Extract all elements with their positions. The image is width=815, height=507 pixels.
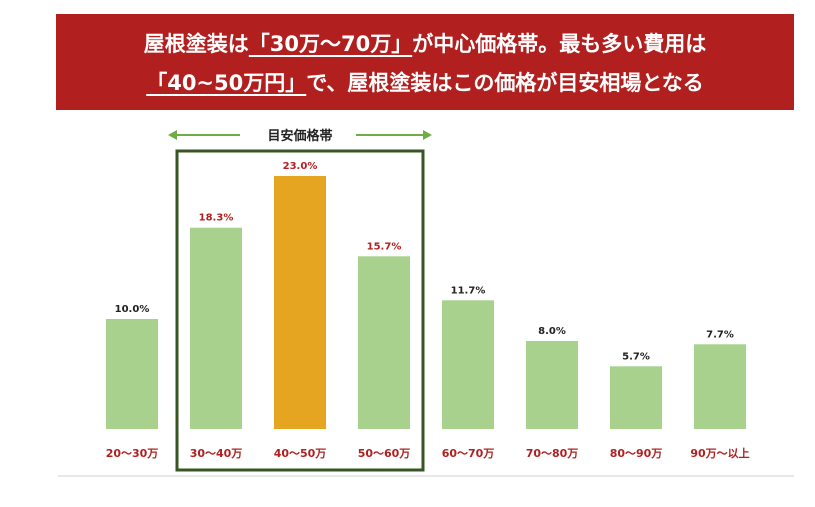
- data-label: 8.0%: [538, 326, 566, 337]
- bar: [610, 366, 662, 429]
- bar: [442, 300, 494, 429]
- headline-text: で、屋根塗装はこの価格が目安相場となる: [306, 71, 704, 95]
- bar: [274, 176, 326, 429]
- category-label: 50～60万: [358, 447, 411, 460]
- category-label: 90万～以上: [690, 446, 749, 460]
- bar: [526, 341, 578, 429]
- range-arrow-right-head: [423, 130, 432, 140]
- data-label: 11.7%: [451, 285, 486, 296]
- headline-text: 屋根塗装は: [143, 32, 249, 56]
- data-label: 23.0%: [283, 161, 318, 172]
- data-label: 5.7%: [622, 351, 650, 362]
- range-arrow-left-head: [168, 130, 177, 140]
- data-label: 10.0%: [115, 304, 150, 315]
- category-label: 80～90万: [610, 447, 663, 460]
- headline-line-1: 屋根塗装は「30万～70万」が中心価格帯。最も多い費用は: [56, 29, 794, 59]
- data-label: 15.7%: [367, 241, 402, 252]
- data-label: 18.3%: [199, 213, 234, 224]
- data-label: 7.7%: [706, 329, 734, 340]
- bar: [694, 344, 746, 429]
- headline-text: が中心価格帯。最も多い費用は: [412, 32, 707, 56]
- category-label: 40～50万: [274, 447, 327, 460]
- headline-highlight: 「30万～70万」: [248, 32, 413, 56]
- category-label: 30～40万: [190, 447, 243, 460]
- target-range-frame: [175, 149, 425, 472]
- bar: [358, 256, 410, 429]
- category-label: 70～80万: [526, 447, 579, 460]
- range-label: 目安価格帯: [267, 128, 332, 144]
- headline-highlight: 「40~50万円」: [146, 71, 307, 95]
- bar: [106, 319, 158, 429]
- bar: [190, 227, 242, 429]
- headline-line-2: 「40~50万円」で、屋根塗装はこの価格が目安相場となる: [56, 68, 794, 98]
- category-label: 60～70万: [442, 447, 495, 460]
- headline-banner: 屋根塗装は「30万～70万」が中心価格帯。最も多い費用は 「40~50万円」で、…: [56, 14, 794, 110]
- category-label: 20～30万: [106, 447, 159, 460]
